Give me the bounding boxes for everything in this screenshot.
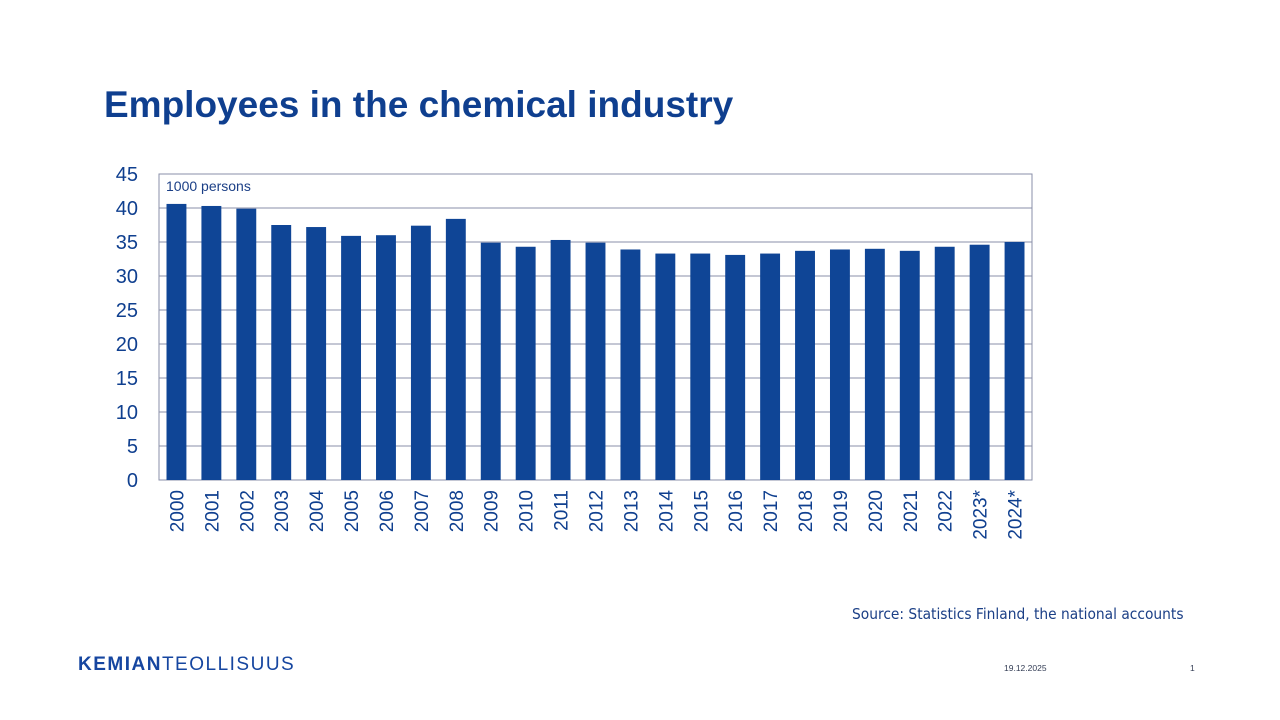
bar-2022 [934, 246, 955, 480]
y-tick-label: 20 [116, 334, 138, 356]
y-tick-label: 30 [116, 266, 138, 288]
x-axis-ticks: 2000 2001 2002 2003 2004 2005 2006 2007 2008 2009… [167, 489, 1026, 539]
bar-2004 [306, 227, 327, 480]
logo-bold: KEMIAN [78, 654, 162, 675]
x-tick-label: 2017 [761, 490, 782, 532]
bar-2019 [829, 249, 850, 480]
y-tick-label: 45 [116, 164, 138, 186]
x-tick-label: 2001 [202, 490, 223, 532]
bar-2023 [969, 244, 990, 480]
x-tick-label: 2024* [1006, 489, 1027, 539]
y-axis-ticks: 0 5 10 15 20 25 30 35 40 45 [116, 164, 138, 492]
x-tick-label: 2019 [831, 490, 852, 532]
page-number: 1 [1190, 663, 1195, 673]
x-tick-label: 2009 [482, 490, 503, 532]
logo-light: TEOLLISUUS [161, 654, 296, 675]
y-tick-label: 5 [127, 436, 138, 458]
bar-2001 [201, 205, 222, 480]
y-tick-label: 35 [116, 232, 138, 254]
y-tick-label: 10 [116, 402, 138, 424]
x-tick-label: 2015 [691, 490, 712, 532]
x-tick-label: 2005 [342, 490, 363, 532]
x-tick-label: 2012 [587, 490, 608, 532]
bar-2008 [445, 218, 466, 480]
x-tick-label: 2023* [971, 489, 992, 539]
bar-2020 [864, 248, 885, 480]
bar-2016 [725, 254, 746, 480]
x-tick-label: 2022 [936, 490, 957, 532]
x-tick-label: 2007 [412, 490, 433, 532]
x-tick-label: 2010 [517, 490, 538, 532]
x-tick-label: 2011 [552, 490, 573, 531]
x-tick-label: 2014 [656, 490, 677, 533]
company-logo: KEMIANTEOLLISUUS [78, 654, 295, 676]
bar-2021 [899, 250, 920, 480]
x-tick-label: 2021 [901, 490, 922, 532]
bar-2011 [550, 239, 571, 480]
slide-title: Employees in the chemical industry [104, 84, 734, 125]
bar-2007 [410, 225, 431, 480]
unit-label: 1000 persons [166, 178, 251, 194]
x-tick-label: 2016 [726, 490, 747, 532]
y-tick-label: 0 [127, 470, 138, 492]
bar-2014 [655, 253, 676, 480]
bar-2005 [341, 235, 362, 480]
source-note: Source: Statistics Finland, the national… [852, 605, 1184, 623]
bar-2009 [480, 242, 501, 480]
x-tick-label: 2008 [447, 490, 468, 532]
x-tick-label: 2018 [796, 490, 817, 532]
bar-2024 [1004, 242, 1025, 480]
bar-2003 [271, 225, 292, 480]
bar-2002 [236, 208, 257, 480]
bar-2018 [795, 250, 815, 480]
bar-2013 [620, 249, 641, 480]
slide-date: 19.12.2025 [1004, 663, 1047, 673]
x-tick-label: 2003 [272, 490, 293, 532]
bars [166, 203, 1025, 481]
x-tick-label: 2000 [167, 490, 188, 532]
x-tick-label: 2006 [377, 490, 398, 532]
bar-2000 [166, 203, 187, 481]
gridlines [158, 173, 1033, 481]
bar-2012 [585, 242, 606, 480]
bar-2015 [690, 253, 711, 480]
bar-2017 [760, 253, 781, 480]
bar-2010 [515, 246, 536, 480]
x-tick-label: 2013 [621, 490, 642, 532]
y-tick-label: 25 [116, 300, 138, 322]
bar-2006 [376, 235, 396, 480]
x-tick-label: 2020 [866, 490, 887, 532]
x-tick-label: 2002 [237, 490, 258, 532]
y-tick-label: 40 [116, 198, 138, 220]
x-tick-label: 2004 [307, 490, 328, 533]
y-tick-label: 15 [116, 368, 138, 390]
